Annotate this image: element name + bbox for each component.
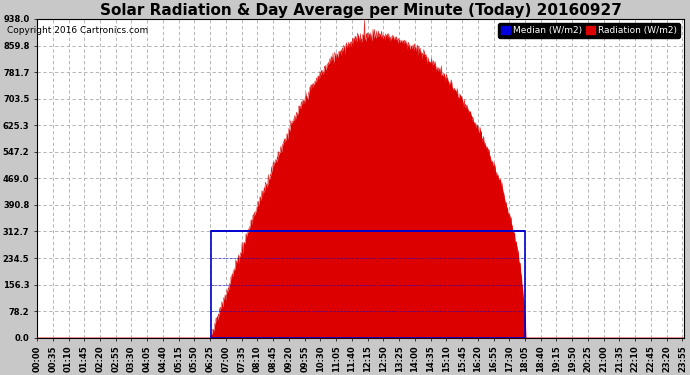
Text: Copyright 2016 Cartronics.com: Copyright 2016 Cartronics.com [7,26,148,35]
Bar [210,231,526,338]
Legend: Median (W/m2), Radiation (W/m2): Median (W/m2), Radiation (W/m2) [498,24,680,38]
Title: Solar Radiation & Day Average per Minute (Today) 20160927: Solar Radiation & Day Average per Minute… [99,3,622,18]
